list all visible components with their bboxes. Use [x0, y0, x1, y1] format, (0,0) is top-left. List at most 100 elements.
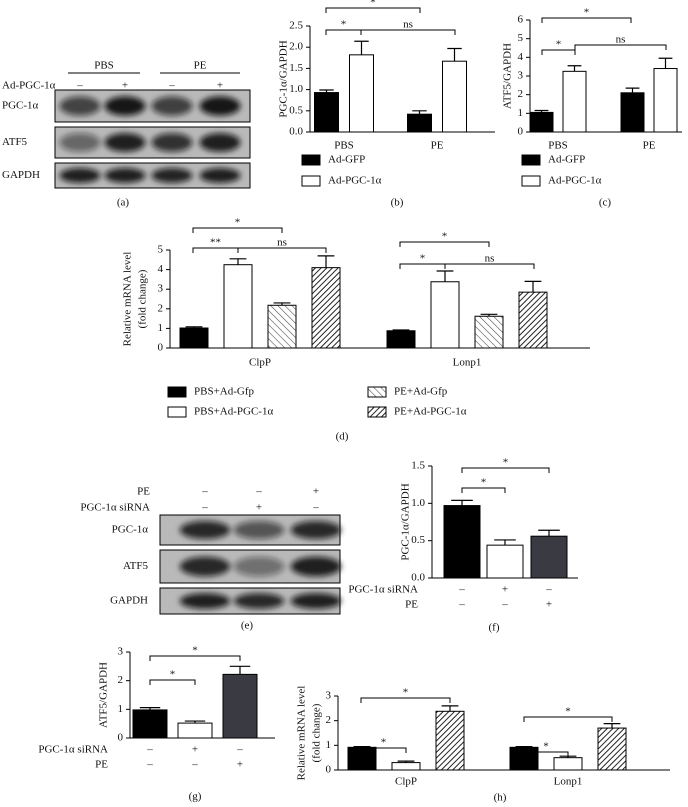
x-tick-label: PE [643, 140, 656, 152]
condition-label: Ad-PGC-1α [2, 80, 56, 92]
bar [597, 727, 627, 771]
significance-bracket [574, 44, 667, 50]
legend-swatch [521, 154, 541, 166]
y-axis-label: (fold change) [311, 703, 323, 762]
bar [620, 92, 645, 133]
condition-sign: + [192, 744, 198, 756]
significance-bracket [541, 49, 576, 55]
group-label: PE [194, 60, 207, 72]
bar [179, 327, 209, 349]
y-tick-label: 3 [158, 283, 164, 295]
y-tick-label: 0 [518, 126, 524, 138]
error-bar [494, 539, 516, 546]
y-tick-label: 1 [326, 739, 332, 751]
bar [486, 544, 524, 579]
y-tick-label: 0.5 [289, 104, 303, 116]
bar [435, 710, 465, 771]
bar [311, 267, 341, 349]
panel-caption: (g) [189, 791, 202, 803]
condition-sign: + [217, 80, 223, 92]
significance-bracket [149, 679, 196, 685]
error-bar [515, 745, 533, 748]
condition-sign: – [458, 584, 465, 596]
y-axis-label: ATF5/GAPDH [98, 662, 110, 728]
error-bar [538, 529, 560, 537]
condition-sign: + [256, 502, 262, 514]
condition-label: PGC-1α siRNA [80, 502, 150, 514]
significance-label: * [442, 231, 448, 243]
bar [509, 746, 539, 771]
panel-caption: (e) [241, 620, 254, 632]
bar [314, 92, 339, 133]
legend-label: PE+Ad-Gfp [394, 386, 448, 398]
significance-label: * [192, 645, 198, 657]
x-tick-label: Lonp1 [554, 776, 583, 788]
significance-bracket [444, 263, 535, 269]
legend-swatch [367, 386, 387, 398]
condition-sign: + [502, 584, 508, 596]
error-bar [229, 665, 251, 675]
legend-swatch [167, 406, 187, 418]
condition-sign: – [76, 80, 83, 92]
y-tick-label: 2 [118, 674, 124, 686]
significance-bracket [541, 17, 632, 23]
y-tick-label: 1 [118, 703, 124, 715]
panel-caption: (c) [599, 197, 612, 209]
y-tick-label: 0.0 [411, 572, 425, 584]
blot-band [59, 168, 101, 183]
bar [443, 505, 481, 579]
bar [430, 281, 460, 349]
error-bar [436, 270, 454, 282]
legend-swatch [521, 175, 541, 187]
y-tick-label: 0.5 [411, 534, 425, 546]
y-tick-label: 6 [518, 14, 524, 26]
y-tick-label: 1 [158, 322, 164, 334]
blot-band [290, 593, 342, 609]
x-tick-label: ClpP [395, 776, 417, 788]
significance-label: ns [403, 19, 413, 31]
y-tick-label: 2 [326, 714, 332, 726]
bar [562, 70, 587, 133]
significance-label: * [341, 19, 347, 31]
y-tick-label: 0.0 [289, 126, 303, 138]
significance-bracket [192, 247, 239, 253]
bar [222, 673, 258, 739]
band-label: GAPDH [110, 595, 148, 607]
panel-caption: (f) [489, 622, 500, 634]
y-tick-label: 1 [518, 107, 524, 119]
blot-band [233, 593, 285, 609]
y-tick-label: 2 [158, 302, 164, 314]
blot-band [290, 556, 342, 577]
condition-sign: + [546, 599, 552, 611]
error-bar [524, 280, 542, 293]
condition-sign: – [146, 744, 153, 756]
bar [407, 113, 432, 133]
error-bar [317, 255, 335, 268]
bar [442, 60, 467, 133]
y-tick-label: 3 [326, 690, 332, 702]
condition-sign: – [458, 599, 465, 611]
bar [653, 68, 678, 133]
legend-label: PBS+Ad-Gfp [194, 386, 254, 398]
bar [518, 291, 548, 349]
blot-band [179, 593, 231, 609]
x-tick-label: ClpP [249, 357, 271, 369]
band-label: ATF5 [2, 136, 28, 148]
error-bar [185, 326, 203, 329]
condition-sign: – [168, 80, 175, 92]
significance-bracket [360, 29, 456, 35]
legend-swatch [367, 406, 387, 418]
error-bar [139, 707, 161, 710]
error-bar [319, 89, 334, 93]
panel-caption: (b) [391, 197, 404, 209]
condition-sign: + [237, 759, 243, 771]
y-tick-label: 0 [158, 342, 164, 354]
y-tick-label: 5 [518, 32, 524, 44]
blot-band [59, 133, 101, 152]
blot-band [179, 521, 231, 539]
y-tick-label: 0 [118, 732, 124, 744]
error-bar [184, 720, 206, 724]
legend-label: Ad-PGC-1α [328, 175, 382, 187]
y-tick-label: 3 [518, 70, 524, 82]
